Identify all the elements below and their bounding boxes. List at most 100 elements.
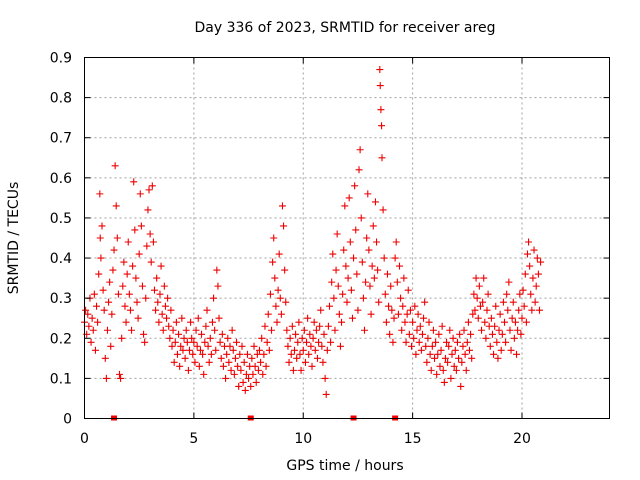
data-point	[229, 346, 237, 354]
data-point	[507, 346, 515, 354]
data-point	[401, 318, 409, 326]
data-point	[429, 326, 437, 334]
data-point	[120, 258, 128, 266]
data-point	[271, 274, 279, 282]
data-point	[305, 350, 313, 358]
data-point	[368, 262, 376, 270]
data-point	[324, 322, 332, 330]
data-point	[347, 286, 355, 294]
data-point	[358, 258, 366, 266]
data-point	[311, 346, 319, 354]
data-point	[382, 318, 390, 326]
data-point	[433, 370, 441, 378]
data-point	[158, 310, 166, 318]
data-point	[410, 334, 418, 342]
data-point	[416, 322, 424, 330]
data-point	[288, 322, 296, 330]
data-point	[341, 202, 349, 210]
data-point	[488, 330, 496, 338]
data-point	[227, 366, 235, 374]
data-point	[490, 350, 498, 358]
data-point	[172, 318, 180, 326]
data-point	[226, 342, 234, 350]
data-point	[248, 354, 256, 362]
data-point	[520, 302, 528, 310]
data-point	[88, 314, 96, 322]
data-point	[284, 342, 292, 350]
data-point	[85, 322, 93, 330]
data-point	[378, 122, 386, 130]
data-point	[110, 246, 118, 254]
data-point	[513, 350, 521, 358]
data-point	[87, 338, 95, 346]
data-point	[272, 302, 280, 310]
y-tick-label: 0.2	[50, 331, 72, 347]
data-point	[211, 326, 219, 334]
data-point	[322, 390, 330, 398]
data-point	[90, 290, 98, 298]
data-point	[99, 286, 107, 294]
data-point	[131, 226, 139, 234]
data-point	[202, 322, 210, 330]
plot-frame	[84, 57, 610, 419]
data-point	[418, 330, 426, 338]
data-point	[502, 338, 510, 346]
data-point	[438, 322, 446, 330]
chart-title: Day 336 of 2023, SRMTID for receiver are…	[195, 20, 496, 36]
data-point	[182, 326, 190, 334]
data-point	[219, 362, 227, 370]
data-point	[293, 354, 301, 362]
data-point	[315, 338, 323, 346]
data-point	[426, 350, 434, 358]
data-point	[374, 266, 382, 274]
data-point	[422, 342, 430, 350]
data-point	[515, 306, 523, 314]
data-point	[355, 166, 363, 174]
data-point	[523, 250, 531, 258]
data-point	[89, 326, 97, 334]
data-point	[456, 330, 464, 338]
data-point	[319, 358, 327, 366]
data-point	[196, 346, 204, 354]
data-point	[258, 334, 266, 342]
data-point	[361, 326, 368, 334]
data-point	[312, 326, 320, 334]
data-point	[459, 342, 467, 350]
data-point	[495, 326, 503, 334]
data-point	[93, 302, 101, 310]
data-point	[504, 306, 512, 314]
data-point	[394, 310, 402, 318]
data-point	[121, 302, 129, 310]
data-point	[159, 326, 167, 334]
data-point	[313, 354, 321, 362]
data-point	[286, 334, 294, 342]
data-point	[283, 326, 291, 334]
data-point	[481, 318, 489, 326]
data-point	[303, 338, 311, 346]
data-point	[134, 314, 142, 322]
data-point	[381, 290, 389, 298]
data-point	[516, 290, 524, 298]
data-point	[82, 306, 90, 314]
data-point	[323, 346, 331, 354]
data-point	[329, 250, 337, 258]
data-point	[354, 306, 362, 314]
data-point	[413, 326, 421, 334]
data-point	[242, 370, 250, 378]
data-point	[275, 250, 283, 258]
data-point	[198, 330, 206, 338]
data-point	[363, 234, 371, 242]
data-point	[147, 258, 155, 266]
data-point	[414, 310, 422, 318]
data-point	[231, 354, 239, 362]
data-point	[213, 266, 221, 274]
data-point	[389, 338, 397, 346]
data-point	[526, 262, 534, 270]
data-point	[447, 374, 455, 382]
data-point	[356, 146, 364, 154]
data-point	[153, 274, 161, 282]
data-point	[205, 358, 213, 366]
data-point	[527, 290, 535, 298]
data-point	[240, 358, 248, 366]
